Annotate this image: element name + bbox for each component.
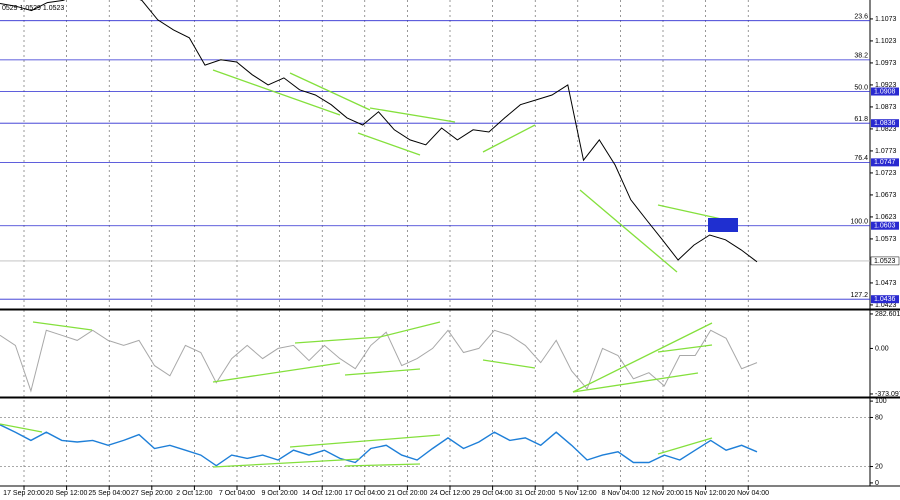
y-tick-label: 1.0923 <box>875 82 897 89</box>
y-tick-label: 1.0673 <box>875 192 897 199</box>
y-tick-label: 20 <box>875 463 883 470</box>
x-tick-label: 14 Oct 12:00 <box>302 490 342 497</box>
x-tick-label: 27 Sep 20:00 <box>131 490 173 497</box>
y-tick-label: 1.0873 <box>875 104 897 111</box>
x-tick-label: 5 Nov 12:00 <box>559 490 597 497</box>
series-line <box>0 424 758 467</box>
x-tick-label: 29 Oct 04:00 <box>473 490 513 497</box>
y-tick-label: 1.0623 <box>875 214 897 221</box>
y-tick-label: 80 <box>875 414 883 421</box>
x-tick-label: 12 Nov 20:00 <box>642 490 684 497</box>
y-tick-label: 1.0473 <box>875 280 897 287</box>
price-box <box>871 295 899 304</box>
price-box <box>871 221 899 230</box>
last-price-box <box>870 256 900 266</box>
y-tick-label: 1.0973 <box>875 60 897 67</box>
x-tick-label: 17 Oct 04:00 <box>345 490 385 497</box>
last-price-label: 1.0523 <box>874 258 896 265</box>
y-tick-label: 0.00 <box>875 345 889 352</box>
series-line <box>0 0 758 263</box>
price-box-label: 1.0603 <box>874 223 896 230</box>
fib-label: 127.2 <box>850 292 868 299</box>
y-tick-label: -373.0970 <box>875 391 900 398</box>
price-box-label: 1.0436 <box>874 296 896 303</box>
y-tick-label: 100 <box>875 398 887 405</box>
x-tick-label: 8 Nov 04:00 <box>602 490 640 497</box>
highlight-box <box>708 218 738 232</box>
x-tick-label: 24 Oct 12:00 <box>430 490 470 497</box>
price-box <box>871 158 899 167</box>
x-tick-label: 9 Oct 20:00 <box>261 490 297 497</box>
y-tick-label: 1.0823 <box>875 126 897 133</box>
plot: 23.6 38.2 50.0 61.8 76.4 100.0 127.2 <box>0 0 870 467</box>
y-tick-label: 1.0423 <box>875 302 897 309</box>
x-tick-label: 20 Sep 12:00 <box>46 490 88 497</box>
price-box <box>871 119 899 128</box>
y-tick-label: 1.0573 <box>875 236 897 243</box>
x-tick-label: 15 Nov 12:00 <box>685 490 727 497</box>
x-tick-label: 2 Oct 12:00 <box>176 490 212 497</box>
x-tick-label: 21 Oct 20:00 <box>387 490 427 497</box>
fib-label: 23.6 <box>854 14 868 21</box>
series-line <box>0 329 758 393</box>
price-box-label: 1.0747 <box>874 159 896 166</box>
x-tick-label: 25 Sep 04:00 <box>88 490 130 497</box>
x-tick-label: 7 Oct 04:00 <box>219 490 255 497</box>
y-tick-label: 1.0723 <box>875 170 897 177</box>
y-tick-label: 0 <box>875 480 879 487</box>
x-tick-label: 17 Sep 20:00 <box>3 490 45 497</box>
y-tick-label: 1.1073 <box>875 16 897 23</box>
header-quote: 0529 1.0529 1.0523 <box>2 5 64 12</box>
x-tick-label: 20 Nov 04:00 <box>727 490 769 497</box>
y-tick-label: 1.0773 <box>875 148 897 155</box>
y-tick-label: 282.6012 <box>875 311 900 318</box>
grid <box>0 0 870 490</box>
fib-label: 100.0 <box>850 219 868 226</box>
fib-label: 61.8 <box>854 116 868 123</box>
fib-label: 50.0 <box>854 84 868 91</box>
price-box-label: 1.0908 <box>874 88 896 95</box>
y-tick-label: 1.1023 <box>875 38 897 45</box>
fib-label: 38.2 <box>854 53 868 60</box>
price-box <box>871 87 899 96</box>
x-tick-label: 31 Oct 20:00 <box>515 490 555 497</box>
price-box-label: 1.0836 <box>874 120 896 127</box>
fib-label: 76.4 <box>854 155 868 162</box>
